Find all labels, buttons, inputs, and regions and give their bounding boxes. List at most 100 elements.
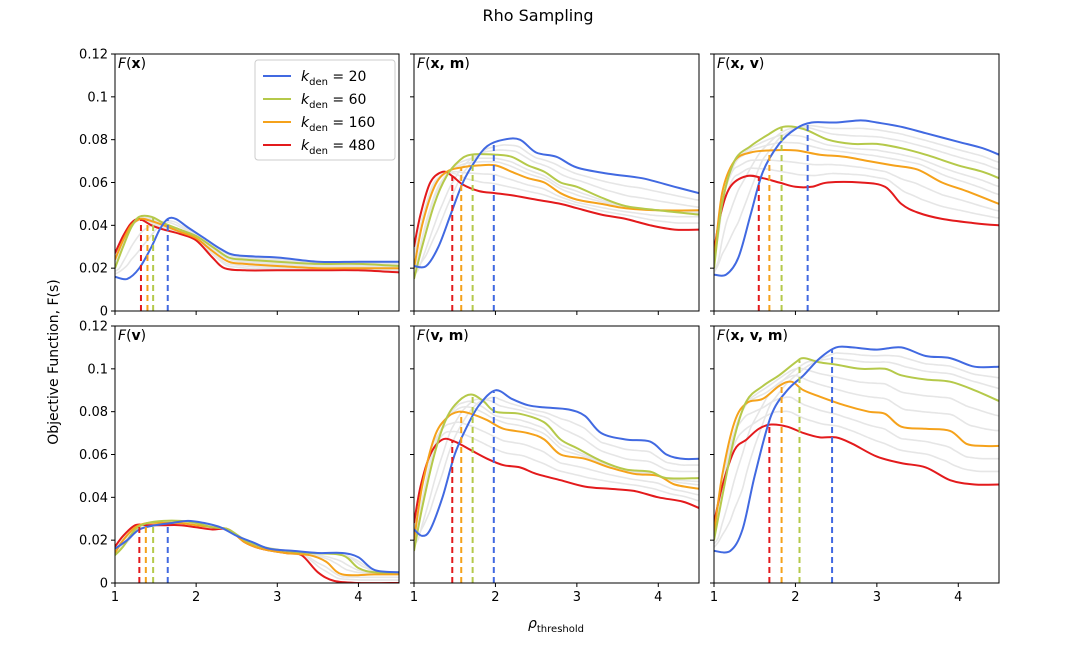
legend-sub: den xyxy=(309,100,328,111)
series-line-k60 xyxy=(714,357,999,541)
series-line-k160 xyxy=(414,163,699,269)
panel-label-vars: v, m xyxy=(431,328,464,344)
series-line-k480 xyxy=(714,423,999,524)
panel-label-close: ) xyxy=(141,328,146,344)
axes-frame xyxy=(713,325,1000,584)
panel-5: 1 2 3 4 F(v, m) xyxy=(410,325,700,605)
x-tick-label: 2 xyxy=(192,590,200,605)
y-tick-label: 0.04 xyxy=(79,219,108,234)
faded-curve xyxy=(714,367,999,534)
legend-label-k20: kden = 20 xyxy=(301,69,366,88)
faded-curve xyxy=(714,124,999,273)
series-line-k20 xyxy=(714,119,999,277)
plot-area xyxy=(414,389,699,583)
panel-label-func: F xyxy=(417,328,426,344)
panel-label-close: ) xyxy=(783,328,788,344)
panel-label: F(v, m) xyxy=(417,328,469,344)
panel-label-close: ) xyxy=(141,56,146,72)
x-tick-label: 2 xyxy=(791,590,799,605)
panel-label-vars: x, v xyxy=(731,56,759,72)
y-tick-label: 0.1 xyxy=(87,90,108,105)
panel-label-close: ) xyxy=(464,56,469,72)
legend-sub: den xyxy=(309,77,328,88)
panel-label: F(x, v) xyxy=(717,56,764,72)
y-tick-label: 0 xyxy=(100,305,108,320)
x-axis-label-main: ρ xyxy=(528,616,537,632)
x-tick-label: 4 xyxy=(954,590,962,605)
legend-k: k xyxy=(301,92,310,108)
panels-group: 00.020.040.060.080.10.12F(x) F(x, m) F(x, … xyxy=(79,48,1000,605)
plot-area xyxy=(714,345,999,583)
x-tick-label: 4 xyxy=(654,590,662,605)
y-tick-label: 0.08 xyxy=(79,133,108,148)
x-tick-label: 3 xyxy=(273,590,281,605)
panel-label-func: F xyxy=(717,328,726,344)
faded-curve xyxy=(414,398,699,545)
x-tick-label: 4 xyxy=(354,590,362,605)
series-line-k20 xyxy=(414,137,699,269)
panel-label: F(x, v, m) xyxy=(717,328,788,344)
legend-label-k60: kden = 60 xyxy=(301,92,366,111)
faded-curve xyxy=(714,167,999,248)
series-line-k60 xyxy=(115,214,399,269)
legend-frame xyxy=(254,59,396,161)
faded-curve xyxy=(714,410,999,522)
panel-label-func: F xyxy=(118,56,127,72)
x-tick-label: 1 xyxy=(410,590,418,605)
y-tick-label: 0.06 xyxy=(79,176,108,191)
faded-curve xyxy=(714,141,999,258)
legend-value: = 480 xyxy=(328,138,375,154)
panel-6: 1 2 3 4 F(x, v, m) xyxy=(710,325,1000,605)
series-line-k60 xyxy=(414,393,699,552)
panel-label-vars: x, m xyxy=(431,56,465,72)
series-line-k160 xyxy=(414,410,699,541)
panel-1: 0 0.02 0.04 0.06 0.08 0.1 0.12 F(x) xyxy=(79,48,400,320)
figure-title: Rho Sampling xyxy=(482,6,593,25)
legend-label-k480: kden = 480 xyxy=(301,138,375,157)
faded-curve xyxy=(414,400,699,544)
legend-label-k160: kden = 160 xyxy=(301,115,375,134)
panel-label-paren: ( xyxy=(425,328,430,344)
series-line-k60 xyxy=(714,125,999,269)
panel-label: F(x, m) xyxy=(417,56,470,72)
series-line-k480 xyxy=(414,170,699,247)
x-axis-label-sub: threshold xyxy=(537,624,584,635)
panel-label: F(v) xyxy=(118,328,146,344)
legend-sub: den xyxy=(309,123,328,134)
panel-2: F(x, m) xyxy=(410,53,700,315)
panel-label-func: F xyxy=(118,328,127,344)
x-tick-label: 1 xyxy=(710,590,718,605)
x-tick-label: 3 xyxy=(573,590,581,605)
y-tick-label: 0.08 xyxy=(79,405,108,420)
y-tick-label: 0.02 xyxy=(79,534,108,549)
x-tick-label: 3 xyxy=(873,590,881,605)
panel-label-vars: x xyxy=(132,56,141,72)
legend-value: = 20 xyxy=(328,69,366,85)
panel-label-paren: ( xyxy=(126,56,131,72)
y-tick-label: 0 xyxy=(100,577,108,592)
faded-curve xyxy=(714,396,999,525)
x-tick-label: 2 xyxy=(491,590,499,605)
x-tick-label: 1 xyxy=(111,590,119,605)
y-tick-label: 0.12 xyxy=(79,320,108,335)
plot-area xyxy=(414,137,699,311)
plot-area xyxy=(115,519,399,583)
series-line-k60 xyxy=(414,153,699,280)
series-line-k20 xyxy=(115,519,399,574)
x-axis-label: ρthreshold xyxy=(528,616,584,635)
panel-label-close: ) xyxy=(759,56,764,72)
panel-label-vars: v xyxy=(132,328,141,344)
panel-label-func: F xyxy=(417,56,426,72)
panel-label-vars: x, v, m xyxy=(731,328,783,344)
y-tick-label: 0.1 xyxy=(87,362,108,377)
series-line-k20 xyxy=(115,216,399,281)
y-axis-label: Objective Function, F(s) xyxy=(46,279,62,445)
legend-k: k xyxy=(301,115,310,131)
panel-4: 1 2 3 4 0 0.02 0.04 0.06 0.08 0.1 0.12 F(v) xyxy=(79,320,400,605)
axes-frame xyxy=(413,325,700,584)
series-line-k20 xyxy=(414,389,699,537)
panel-label-close: ) xyxy=(463,328,468,344)
faded-curve xyxy=(414,170,699,257)
legend-k: k xyxy=(301,138,310,154)
